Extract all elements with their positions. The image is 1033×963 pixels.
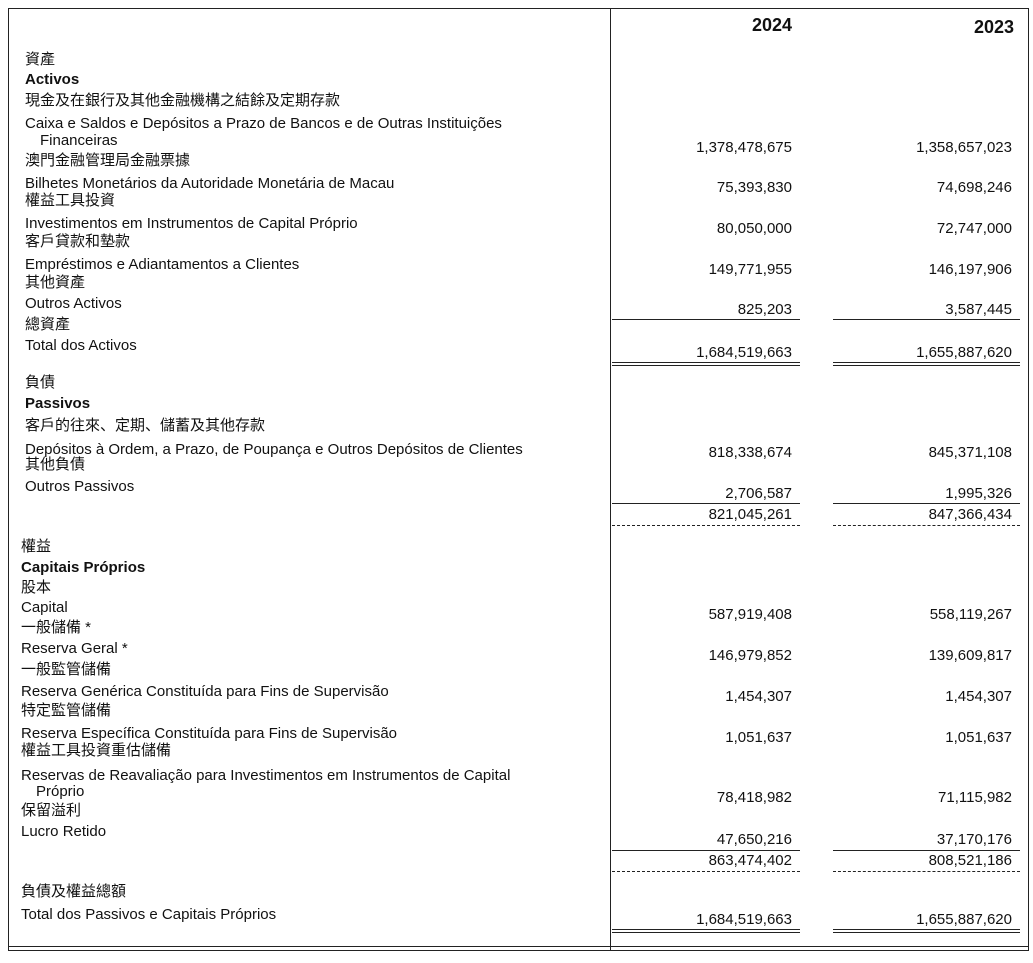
rule — [833, 850, 1020, 851]
label-zh: 其他資產 — [25, 274, 86, 291]
amount: 1,378,478,675 — [696, 139, 792, 156]
label-pt: Caixa e Saldos e Depósitos a Prazo de Ba… — [25, 115, 502, 132]
label-zh: 總資產 — [25, 316, 71, 333]
rule — [612, 525, 800, 526]
rule — [833, 932, 1020, 933]
frame-bottom — [8, 946, 1028, 947]
amount: 78,418,982 — [716, 789, 792, 806]
rule — [833, 319, 1020, 320]
amount: 80,050,000 — [716, 220, 792, 237]
rule — [612, 929, 800, 930]
section-title-zh: 負債 — [25, 374, 56, 391]
label-zh: 客戶的往來、定期、儲蓄及其他存款 — [25, 417, 266, 434]
year-header: 2023 — [973, 17, 1014, 37]
amount: 1,051,637 — [725, 729, 792, 746]
rule — [612, 850, 800, 851]
rule — [612, 319, 800, 320]
section-title-pt: Capitais Próprios — [21, 559, 146, 576]
label-pt: Investimentos em Instrumentos de Capital… — [25, 215, 358, 232]
amount: 3,587,445 — [945, 301, 1012, 318]
amount: 74,698,246 — [936, 179, 1012, 196]
label-zh: 現金及在銀行及其他金融機構之結餘及定期存款 — [25, 92, 341, 109]
rule — [833, 871, 1020, 872]
amount: 845,371,108 — [928, 444, 1012, 461]
rule — [833, 929, 1020, 930]
rule — [612, 871, 800, 872]
amount: 2,706,587 — [725, 485, 792, 502]
amount: 139,609,817 — [928, 647, 1012, 664]
rule — [612, 503, 800, 504]
section-title-pt: Passivos — [25, 395, 91, 412]
amount: 1,684,519,663 — [696, 911, 792, 928]
label-pt: Capital — [21, 599, 68, 616]
amount: 1,051,637 — [945, 729, 1012, 746]
section-title-zh: 權益 — [21, 538, 52, 555]
amount: 847,366,434 — [928, 506, 1012, 523]
label-pt: Reserva Específica Constituída para Fins… — [21, 725, 398, 742]
amount: 821,045,261 — [708, 506, 792, 523]
amount: 146,197,906 — [928, 261, 1012, 278]
label-zh: 澳門金融管理局金融票據 — [25, 152, 191, 169]
amount: 587,919,408 — [708, 606, 792, 623]
label-pt: Outros Passivos — [25, 478, 135, 495]
label-pt: Bilhetes Monetários da Autoridade Monetá… — [25, 175, 395, 192]
label-pt: Reservas de Reavaliação para Investiment… — [21, 767, 511, 784]
label-zh: 一般儲備 * — [21, 619, 92, 636]
label-zh: 負債及權益總額 — [21, 883, 127, 900]
amount: 37,170,176 — [936, 831, 1012, 848]
label-pt: Outros Activos — [25, 295, 122, 312]
rule — [833, 362, 1020, 363]
rule — [833, 525, 1020, 526]
amount: 71,115,982 — [938, 789, 1012, 806]
amount: 1,684,519,663 — [696, 344, 792, 361]
rule — [612, 365, 800, 366]
amount: 825,203 — [737, 301, 792, 318]
amount: 863,474,402 — [708, 852, 792, 869]
amount: 558,119,267 — [929, 606, 1012, 623]
label-pt: Próprio — [36, 783, 85, 800]
amount: 1,454,307 — [725, 688, 792, 705]
rule — [612, 362, 800, 363]
rule — [612, 932, 800, 933]
label-zh: 一般監管儲備 — [21, 661, 112, 678]
rule — [833, 365, 1020, 366]
label-pt: Total dos Passivos e Capitais Próprios — [21, 906, 277, 923]
amount: 808,521,186 — [928, 852, 1012, 869]
label-zh: 保留溢利 — [21, 802, 82, 819]
label-pt: Reserva Genérica Constituída para Fins d… — [21, 683, 389, 700]
label-pt: Empréstimos e Adiantamentos a Clientes — [25, 256, 300, 273]
amount: 47,650,216 — [716, 831, 792, 848]
label-zh: 權益工具投資重估儲備 — [21, 742, 172, 759]
label-zh: 股本 — [21, 579, 52, 596]
column-divider — [610, 8, 611, 950]
label-zh: 特定監管儲備 — [21, 702, 112, 719]
label-pt: Total dos Activos — [25, 337, 137, 354]
frame — [8, 8, 1029, 951]
year-header: 2024 — [751, 15, 792, 35]
label-pt: Depósitos à Ordem, a Prazo, de Poupança … — [25, 441, 523, 458]
amount: 149,771,955 — [708, 261, 792, 278]
section-title-pt: Activos — [25, 71, 80, 88]
amount: 818,338,674 — [708, 444, 792, 461]
rule — [833, 503, 1020, 504]
amount: 72,747,000 — [936, 220, 1012, 237]
label-zh: 客戶貸款和墊款 — [25, 233, 131, 250]
amount: 1,655,887,620 — [916, 911, 1012, 928]
amount: 146,979,852 — [708, 647, 792, 664]
amount: 1,655,887,620 — [916, 344, 1012, 361]
amount: 1,995,326 — [945, 485, 1012, 502]
label-zh: 其他負債 — [25, 456, 86, 473]
amount: 75,393,830 — [716, 179, 792, 196]
label-zh: 權益工具投資 — [25, 192, 116, 209]
label-pt: Financeiras — [40, 132, 118, 149]
amount: 1,358,657,023 — [916, 139, 1012, 156]
section-title-zh: 資產 — [25, 51, 56, 68]
amount: 1,454,307 — [945, 688, 1012, 705]
label-pt: Reserva Geral * — [21, 640, 128, 657]
label-pt: Lucro Retido — [21, 823, 107, 840]
